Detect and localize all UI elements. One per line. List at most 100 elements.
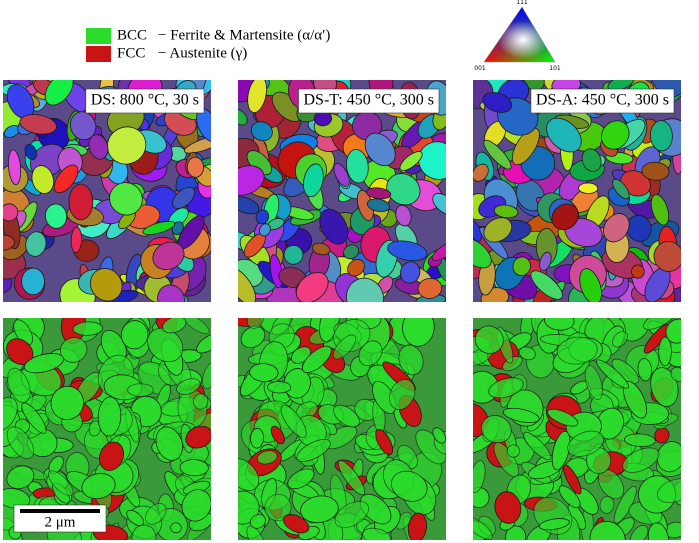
grain xyxy=(31,165,55,194)
grain xyxy=(626,214,652,242)
grain xyxy=(643,318,678,330)
grain xyxy=(578,182,599,194)
grain xyxy=(623,433,656,447)
grain xyxy=(13,319,33,346)
legend: BCC − Ferrite & Martensite (α/α′) FCC − Aus… xyxy=(86,27,330,62)
grain xyxy=(109,182,143,216)
grain xyxy=(612,331,628,348)
grain xyxy=(249,363,279,382)
grain xyxy=(283,368,311,399)
grain xyxy=(282,514,310,534)
grain xyxy=(347,259,365,277)
grain xyxy=(512,256,531,277)
grain xyxy=(157,284,185,302)
grain xyxy=(407,512,427,540)
grain xyxy=(256,450,278,465)
panel-label: DS-T: 450 °C, 300 s xyxy=(304,92,435,109)
grain xyxy=(21,267,45,296)
grain xyxy=(333,163,350,187)
grain xyxy=(296,438,331,462)
grain xyxy=(23,353,64,374)
grain xyxy=(670,366,681,382)
grain xyxy=(7,367,31,403)
grain xyxy=(637,358,653,382)
grain xyxy=(603,213,630,243)
grain xyxy=(530,270,563,300)
grain xyxy=(400,261,421,284)
grain xyxy=(126,509,144,526)
grain xyxy=(172,186,196,209)
grain xyxy=(202,362,211,390)
grain xyxy=(544,318,575,331)
grain xyxy=(650,120,673,152)
grain xyxy=(647,522,670,540)
grain xyxy=(579,268,602,302)
grain xyxy=(186,156,204,178)
grain xyxy=(332,334,357,360)
grain xyxy=(3,203,19,222)
grain xyxy=(654,427,670,444)
grain xyxy=(493,204,519,219)
ipf-corner: 001 xyxy=(474,65,486,72)
grain xyxy=(181,489,211,522)
grain xyxy=(44,80,74,106)
grain xyxy=(81,473,116,500)
grain xyxy=(546,408,579,427)
grain xyxy=(506,444,520,458)
grain xyxy=(596,359,629,389)
grain xyxy=(300,495,339,524)
ipf-key: 111 001 101 xyxy=(474,0,561,72)
grain xyxy=(25,231,47,257)
grain xyxy=(270,425,285,445)
grain xyxy=(6,465,35,490)
grain xyxy=(155,426,184,461)
grain xyxy=(70,226,82,254)
grain xyxy=(386,173,421,206)
grain xyxy=(630,524,649,540)
grain xyxy=(653,240,681,272)
grain xyxy=(346,277,384,302)
grain xyxy=(359,493,392,525)
panel-label: DS-A: 450 °C, 300 s xyxy=(536,92,669,109)
legend-description: − Ferrite & Martensite (α/α′) xyxy=(158,27,330,43)
grain xyxy=(650,194,670,226)
grain xyxy=(3,396,18,432)
grain xyxy=(295,271,329,302)
grain xyxy=(196,332,211,354)
grain xyxy=(301,345,332,373)
grain xyxy=(362,527,391,540)
grain xyxy=(68,183,94,221)
ipf-corner: 111 xyxy=(516,0,528,6)
grain xyxy=(539,251,552,272)
grain xyxy=(398,344,424,376)
grain xyxy=(238,490,260,525)
grain xyxy=(247,80,268,113)
grain xyxy=(90,268,123,302)
grain xyxy=(170,522,182,534)
grain xyxy=(185,425,211,449)
grain xyxy=(6,426,35,460)
grain xyxy=(333,404,360,428)
phase-map xyxy=(238,318,446,540)
grain xyxy=(665,318,681,344)
grain xyxy=(417,277,443,299)
grain xyxy=(19,114,57,135)
legend-swatch xyxy=(86,46,111,62)
grain xyxy=(473,460,486,493)
grain xyxy=(193,393,209,410)
grain xyxy=(431,241,446,261)
grain xyxy=(250,427,265,449)
grain xyxy=(551,203,579,231)
grain xyxy=(142,220,176,236)
grain xyxy=(474,325,504,354)
grain xyxy=(249,514,267,529)
grain xyxy=(620,170,651,197)
grain xyxy=(47,470,74,497)
grain xyxy=(120,320,149,350)
grain xyxy=(473,516,493,540)
grain xyxy=(390,470,428,502)
legend-phase: FCC xyxy=(117,45,145,61)
grain xyxy=(240,326,266,349)
grain xyxy=(8,149,22,186)
